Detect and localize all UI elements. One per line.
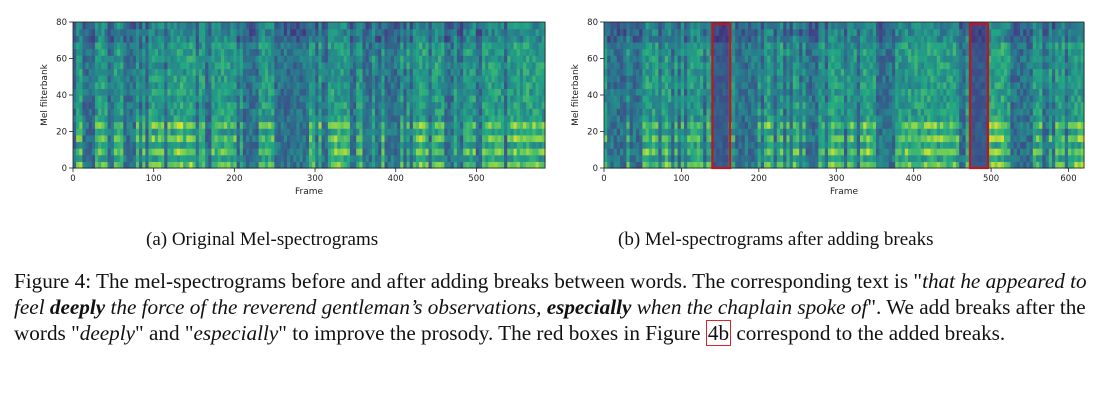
spectrogram-panel-b: 0 100 200 300 400 500 600 0 20 40 60 80 Frame Mel fil… xyxy=(560,10,1090,200)
x-tick-label: 500 xyxy=(468,174,484,184)
y-tick-label: 60 xyxy=(587,55,598,65)
caption-text: ". We add breaks after the words " xyxy=(14,295,1086,346)
x-tick-label: 300 xyxy=(307,174,323,184)
subcaption-b: (b) Mel-spectrograms after adding breaks xyxy=(618,229,934,250)
y-tick-label: 40 xyxy=(587,91,598,101)
caption-word: deeply xyxy=(79,321,136,346)
x-tick-label: 500 xyxy=(983,174,999,184)
break-highlight-box xyxy=(711,22,732,170)
x-axis-label: Frame xyxy=(295,187,324,197)
x-tick-label: 0 xyxy=(70,174,75,184)
caption-text: " to improve the prosody. The red boxes … xyxy=(278,321,706,346)
x-tick-label: 400 xyxy=(906,174,922,184)
spectrogram-chart-b: 0 100 200 300 400 500 600 0 20 40 60 80 Frame Mel fil… xyxy=(571,18,1085,197)
caption-label: Figure 4: xyxy=(14,269,92,293)
y-tick-label: 20 xyxy=(587,128,598,138)
spectrogram-chart-a: 0 100 200 300 400 500 0 20 40 60 80 Frame Mel filter… xyxy=(40,18,546,197)
caption-quote: that he appeared to feel deeply the forc… xyxy=(14,269,1087,320)
y-tick-label: 60 xyxy=(56,55,67,65)
caption-word: especially xyxy=(193,321,279,346)
y-axis-label: Mel filterbank xyxy=(40,63,50,126)
x-tick-label: 300 xyxy=(828,174,844,184)
y-tick-label: 80 xyxy=(56,18,67,28)
caption-text: correspond to the added breaks. xyxy=(731,321,1006,346)
x-tick-label: 100 xyxy=(673,174,689,184)
x-tick-label: 0 xyxy=(601,174,606,184)
y-tick-label: 20 xyxy=(56,128,67,138)
x-tick-label: 400 xyxy=(388,174,404,184)
break-highlight-box xyxy=(969,22,990,170)
x-tick-label: 200 xyxy=(226,174,242,184)
caption-text: The mel-spectrograms before and after ad… xyxy=(91,269,923,293)
x-tick-label: 200 xyxy=(751,174,767,184)
y-tick-label: 80 xyxy=(587,18,598,28)
figure-caption: Figure 4: The mel-spectrograms before an… xyxy=(14,268,1106,347)
subcaption-a: (a) Original Mel-spectrograms xyxy=(146,229,379,250)
spectrogram-image xyxy=(73,22,546,169)
spectrogram-panel-a: 0 100 200 300 400 500 0 20 40 60 80 Frame Mel filter… xyxy=(30,10,550,200)
x-axis-label: Frame xyxy=(830,187,859,197)
y-axis-label: Mel filterbank xyxy=(571,63,581,126)
y-tick-label: 40 xyxy=(56,91,67,101)
caption-text: " and " xyxy=(135,321,194,346)
spectrogram-image xyxy=(604,22,1085,169)
y-tick-label: 0 xyxy=(593,164,598,174)
x-tick-label: 100 xyxy=(146,174,162,184)
x-tick-label: 600 xyxy=(1060,174,1076,184)
figure-reference-link[interactable]: 4b xyxy=(705,320,732,347)
y-tick-label: 0 xyxy=(62,164,67,174)
